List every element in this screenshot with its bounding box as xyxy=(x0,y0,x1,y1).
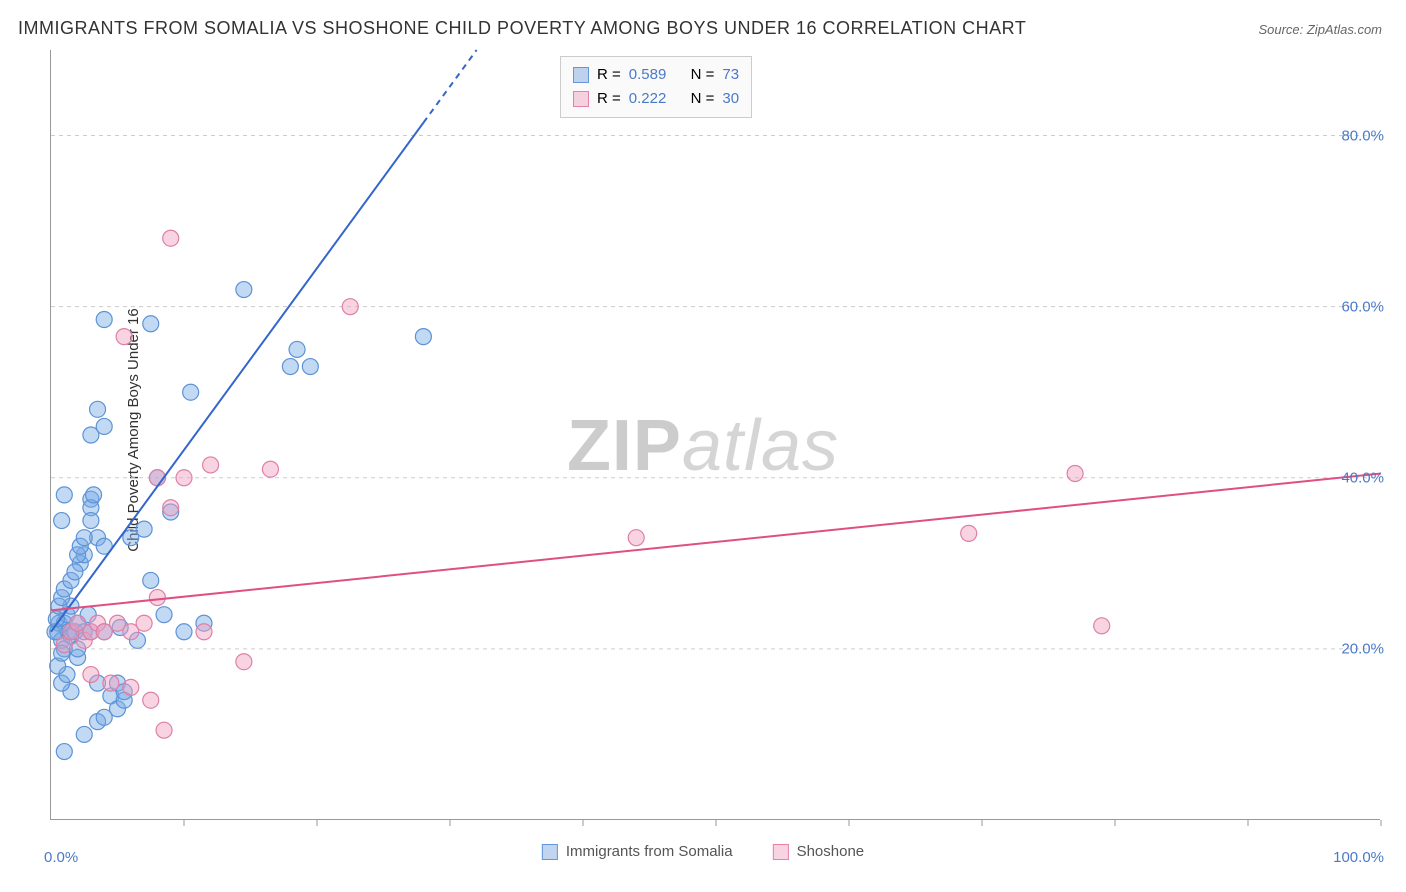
scatter-point xyxy=(67,564,83,580)
scatter-point xyxy=(96,312,112,328)
chart-svg xyxy=(51,50,1380,819)
scatter-point xyxy=(143,572,159,588)
n-label: N = xyxy=(691,87,715,111)
scatter-point xyxy=(90,401,106,417)
scatter-point xyxy=(961,525,977,541)
scatter-point xyxy=(1067,466,1083,482)
y-tick-label: 20.0% xyxy=(1341,640,1384,657)
chart-area xyxy=(50,50,1380,820)
scatter-point xyxy=(156,607,172,623)
trend-line-dash xyxy=(423,50,476,123)
r-value-2: 0.222 xyxy=(629,87,667,111)
source-label: Source: ZipAtlas.com xyxy=(1258,22,1382,37)
scatter-point xyxy=(143,692,159,708)
stats-row-2: R = 0.222 N = 30 xyxy=(573,87,739,111)
scatter-point xyxy=(183,384,199,400)
scatter-point xyxy=(76,726,92,742)
scatter-point xyxy=(163,500,179,516)
scatter-point xyxy=(196,624,212,640)
chart-title: IMMIGRANTS FROM SOMALIA VS SHOSHONE CHIL… xyxy=(18,18,1026,39)
scatter-point xyxy=(262,461,278,477)
n-value-1: 73 xyxy=(722,63,739,87)
scatter-point xyxy=(83,667,99,683)
scatter-point xyxy=(156,722,172,738)
scatter-point xyxy=(136,521,152,537)
scatter-point xyxy=(203,457,219,473)
scatter-point xyxy=(56,487,72,503)
scatter-point xyxy=(83,513,99,529)
scatter-point xyxy=(415,329,431,345)
swatch-blue-icon xyxy=(573,67,589,83)
scatter-point xyxy=(163,230,179,246)
scatter-point xyxy=(236,654,252,670)
scatter-point xyxy=(1094,618,1110,634)
scatter-point xyxy=(136,615,152,631)
x-max-label: 100.0% xyxy=(1333,849,1384,866)
scatter-point xyxy=(103,675,119,691)
swatch-pink-icon xyxy=(773,844,789,860)
legend-item-2: Shoshone xyxy=(773,843,865,860)
scatter-point xyxy=(236,282,252,298)
r-label: R = xyxy=(597,63,621,87)
x-origin-label: 0.0% xyxy=(44,849,78,866)
stats-box: R = 0.589 N = 73 R = 0.222 N = 30 xyxy=(560,56,752,118)
scatter-point xyxy=(76,530,92,546)
stats-row-1: R = 0.589 N = 73 xyxy=(573,63,739,87)
scatter-point xyxy=(149,590,165,606)
bottom-legend: Immigrants from Somalia Shoshone xyxy=(542,843,864,860)
scatter-point xyxy=(302,359,318,375)
r-value-1: 0.589 xyxy=(629,63,667,87)
scatter-point xyxy=(282,359,298,375)
y-tick-label: 40.0% xyxy=(1341,469,1384,486)
trend-line xyxy=(51,123,423,632)
scatter-point xyxy=(289,341,305,357)
scatter-point xyxy=(96,418,112,434)
trend-line xyxy=(51,474,1381,611)
scatter-point xyxy=(56,744,72,760)
scatter-point xyxy=(342,299,358,315)
scatter-point xyxy=(176,624,192,640)
n-value-2: 30 xyxy=(722,87,739,111)
scatter-point xyxy=(143,316,159,332)
scatter-point xyxy=(54,513,70,529)
legend-label-2: Shoshone xyxy=(797,843,865,860)
scatter-point xyxy=(176,470,192,486)
y-tick-label: 60.0% xyxy=(1341,298,1384,315)
y-tick-label: 80.0% xyxy=(1341,127,1384,144)
swatch-blue-icon xyxy=(542,844,558,860)
scatter-point xyxy=(628,530,644,546)
legend-label-1: Immigrants from Somalia xyxy=(566,843,733,860)
scatter-point xyxy=(116,329,132,345)
scatter-point xyxy=(86,487,102,503)
swatch-pink-icon xyxy=(573,91,589,107)
r-label: R = xyxy=(597,87,621,111)
scatter-point xyxy=(123,679,139,695)
scatter-point xyxy=(96,709,112,725)
legend-item-1: Immigrants from Somalia xyxy=(542,843,733,860)
n-label: N = xyxy=(691,63,715,87)
